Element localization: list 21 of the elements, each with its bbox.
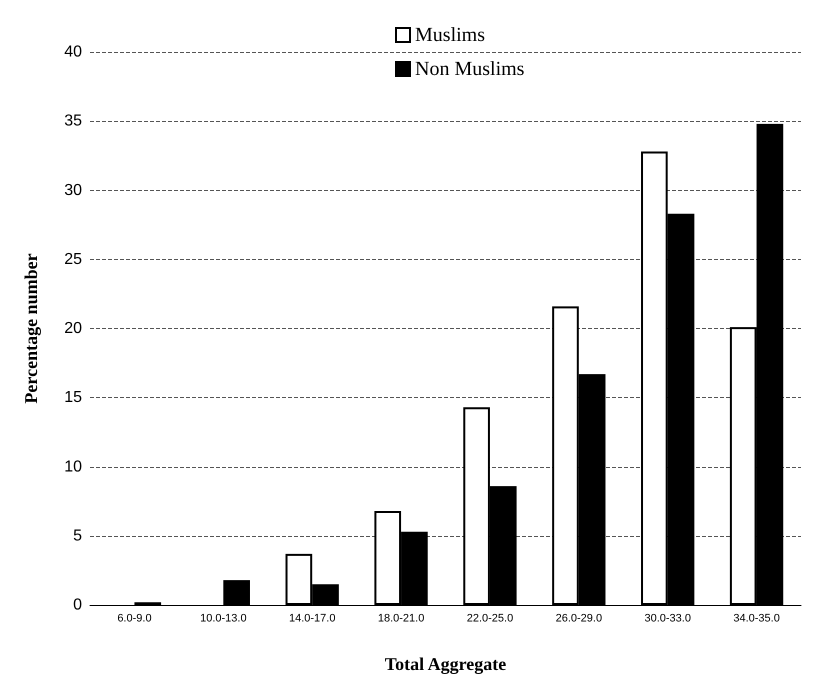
x-tick-label: 26.0-29.0	[556, 612, 602, 624]
x-axis-title: Total Aggregate	[384, 654, 506, 674]
x-tick-label: 30.0-33.0	[644, 612, 691, 624]
y-tick-label: 30	[64, 182, 82, 199]
y-axis-title: Percentage number	[21, 253, 41, 404]
y-tick-label: 35	[64, 112, 82, 130]
y-tick-label: 20	[64, 320, 82, 337]
legend-label: Non Muslims	[415, 58, 525, 80]
x-tick-label: 22.0-25.0	[466, 612, 514, 624]
y-tick-label: 25	[64, 250, 82, 268]
y-tick-label: 10	[64, 458, 82, 476]
y-tick-label: 5	[73, 527, 82, 544]
y-tick-label: 40	[64, 44, 82, 60]
y-tick-label: 15	[64, 389, 82, 406]
x-tick-label: 34.0-35.0	[733, 612, 780, 624]
x-tick-label: 10.0-13.0	[200, 612, 247, 624]
legend-label: Muslims	[415, 24, 486, 46]
x-tick-label: 18.0-21.0	[378, 612, 424, 624]
x-tick-label: 14.0-17.0	[288, 612, 336, 624]
y-tick-label: 0	[73, 596, 82, 614]
x-tick-label: 6.0-9.0	[117, 612, 152, 624]
